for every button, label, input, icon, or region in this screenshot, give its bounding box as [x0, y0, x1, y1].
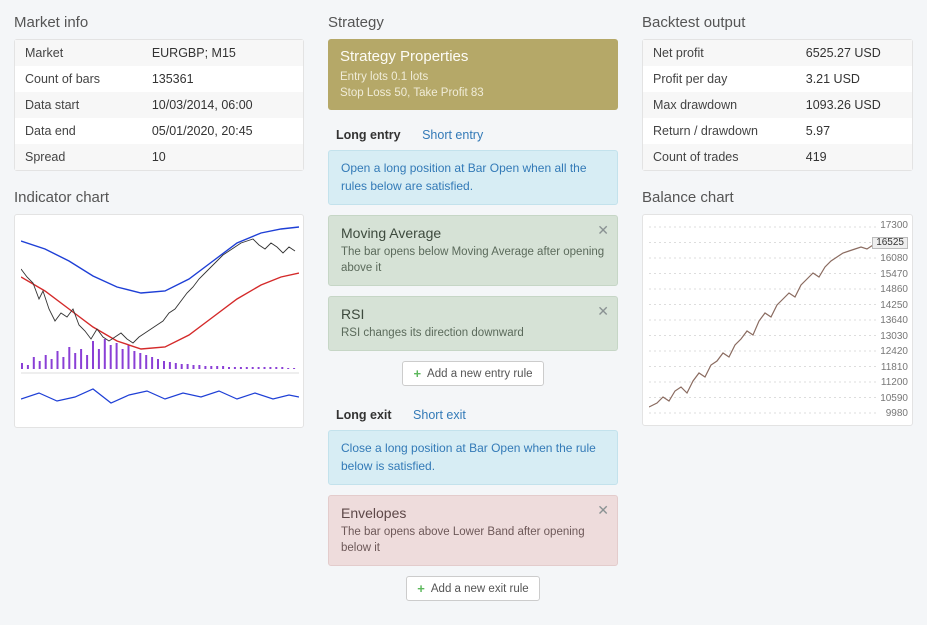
close-icon[interactable]: ✕ [597, 222, 609, 239]
row-value: 419 [796, 144, 912, 170]
rule-title: Moving Average [341, 225, 605, 241]
row-value: 6525.27 USD [796, 40, 912, 66]
add-exit-rule-label: Add a new exit rule [431, 583, 529, 595]
y-tick-label: 14860 [872, 285, 908, 295]
row-label: Spread [15, 144, 142, 170]
row-label: Count of bars [15, 66, 142, 92]
row-label: Market [15, 40, 142, 66]
tab-long-exit[interactable]: Long exit [336, 408, 392, 422]
close-icon[interactable]: ✕ [597, 502, 609, 519]
row-value: 05/01/2020, 20:45 [142, 118, 303, 144]
y-tick-label: 13030 [872, 332, 908, 342]
table-row: Max drawdown1093.26 USD [643, 92, 912, 118]
tab-short-entry[interactable]: Short entry [422, 128, 483, 142]
table-row: Profit per day3.21 USD [643, 66, 912, 92]
market-info-title: Market info [14, 14, 304, 31]
strategy-properties-card[interactable]: Strategy Properties Entry lots 0.1 lots … [328, 39, 618, 110]
tab-long-entry[interactable]: Long entry [336, 128, 401, 142]
y-tick-label: 15470 [872, 270, 908, 280]
table-row: Count of trades419 [643, 144, 912, 170]
row-value: EURGBP; M15 [142, 40, 303, 66]
rule-card[interactable]: ✕Envelopes The bar opens above Lower Band… [328, 495, 618, 566]
rule-card[interactable]: ✕Moving Average The bar opens below Movin… [328, 215, 618, 286]
y-tick-label: 14250 [872, 301, 908, 311]
row-value: 10 [142, 144, 303, 170]
row-label: Max drawdown [643, 92, 796, 118]
rule-card[interactable]: ✕RSI RSI changes its direction downward [328, 296, 618, 351]
y-tick-label: 13640 [872, 316, 908, 326]
strategy-properties-line2: Stop Loss 50, Take Profit 83 [340, 85, 606, 101]
backtest-title: Backtest output [642, 14, 913, 31]
row-label: Data start [15, 92, 142, 118]
row-label: Net profit [643, 40, 796, 66]
row-label: Data end [15, 118, 142, 144]
balance-chart-title: Balance chart [642, 189, 913, 206]
exit-intro-card: Close a long position at Bar Open when t… [328, 430, 618, 485]
indicator-chart [14, 214, 304, 428]
row-value: 3.21 USD [796, 66, 912, 92]
close-icon[interactable]: ✕ [597, 303, 609, 320]
rule-description: The bar opens below Moving Average after… [341, 244, 605, 276]
balance-chart: 17300 16525 16080 15470 14860 14250 13640 13030… [642, 214, 913, 426]
add-entry-rule-button[interactable]: + Add a new entry rule [402, 361, 543, 386]
table-row: Data end05/01/2020, 20:45 [15, 118, 303, 144]
table-row: Spread10 [15, 144, 303, 170]
strategy-properties-title: Strategy Properties [340, 48, 606, 65]
add-entry-rule-label: Add a new entry rule [427, 368, 532, 380]
y-tick-label: 10590 [872, 394, 908, 404]
exit-tabs: Long exit Short exit [328, 400, 618, 430]
plus-icon: + [413, 366, 421, 381]
table-row: Return / drawdown5.97 [643, 118, 912, 144]
row-value: 135361 [142, 66, 303, 92]
row-label: Profit per day [643, 66, 796, 92]
table-row: Net profit6525.27 USD [643, 40, 912, 66]
entry-tabs: Long entry Short entry [328, 120, 618, 150]
row-value: 5.97 [796, 118, 912, 144]
strategy-properties-line1: Entry lots 0.1 lots [340, 69, 606, 85]
y-tick-label: 16080 [872, 254, 908, 264]
indicator-chart-title: Indicator chart [14, 189, 304, 206]
plus-icon: + [417, 581, 425, 596]
backtest-table: Net profit6525.27 USDProfit per day3.21 … [642, 39, 913, 171]
rule-description: The bar opens above Lower Band after ope… [341, 524, 605, 556]
y-tick-label: 11810 [872, 363, 908, 373]
row-label: Count of trades [643, 144, 796, 170]
y-tick-label: 17300 [872, 221, 908, 231]
add-exit-rule-button[interactable]: + Add a new exit rule [406, 576, 539, 601]
rule-title: RSI [341, 306, 605, 322]
market-info-table: MarketEURGBP; M15Count of bars135361Data… [14, 39, 304, 171]
rule-title: Envelopes [341, 505, 605, 521]
table-row: Count of bars135361 [15, 66, 303, 92]
tab-short-exit[interactable]: Short exit [413, 408, 466, 422]
y-tick-label: 16525 [872, 237, 908, 249]
strategy-title: Strategy [328, 14, 618, 31]
rule-description: RSI changes its direction downward [341, 325, 605, 341]
y-tick-label: 12420 [872, 347, 908, 357]
table-row: Data start10/03/2014, 06:00 [15, 92, 303, 118]
y-tick-label: 9980 [872, 409, 908, 419]
row-value: 10/03/2014, 06:00 [142, 92, 303, 118]
y-tick-label: 11200 [872, 378, 908, 388]
row-value: 1093.26 USD [796, 92, 912, 118]
row-label: Return / drawdown [643, 118, 796, 144]
entry-intro-card: Open a long position at Bar Open when al… [328, 150, 618, 205]
table-row: MarketEURGBP; M15 [15, 40, 303, 66]
